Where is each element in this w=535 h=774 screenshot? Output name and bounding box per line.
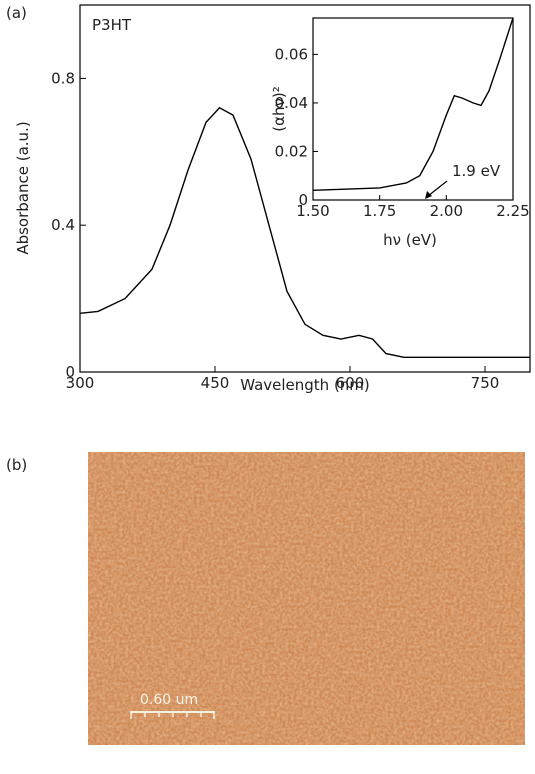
x-tick-label: 2.25 [496,202,529,220]
y-tick-label: 0 [298,191,308,209]
x-tick-label: 1.75 [363,202,396,220]
annotation: P3HT [92,16,132,34]
plot-frame [312,17,514,201]
y-tick-label: 0.04 [275,94,308,112]
plot-frame [79,4,531,373]
panel-label: (b) [6,456,27,474]
x-axis-label: Wavelength (nm) [240,376,370,394]
data-line [312,17,514,191]
x-tick-label: 300 [66,374,95,392]
x-tick-label: 750 [471,374,500,392]
y-tick-label: 0.8 [51,69,75,87]
y-tick-label: 0.06 [275,45,308,63]
afm-image: 0.60 um [88,452,525,745]
x-axis-label: hν (eV) [383,231,437,249]
x-tick-label: 450 [201,374,230,392]
panel-label: (a) [6,4,27,22]
y-tick-label: 0.02 [275,142,308,160]
scale-bar-ticks [130,712,215,719]
afm-texture [88,452,525,745]
y-axis-label: (αhν)² [270,86,288,132]
x-tick-label: 2.00 [430,202,463,220]
scale-bar-label: 0.60 um [140,692,198,708]
x-tick-label: 600 [336,374,365,392]
x-tick-label: 1.50 [296,202,329,220]
inset-background [313,18,513,200]
y-axis-label: Absorbance (a.u.) [14,121,32,254]
y-tick-label: 0 [65,363,75,381]
annotation: 1.9 eV [452,162,501,180]
y-tick-label: 0.4 [51,216,75,234]
arrow-head [425,191,432,199]
data-line [79,106,530,358]
annotation-arrow [427,180,448,197]
